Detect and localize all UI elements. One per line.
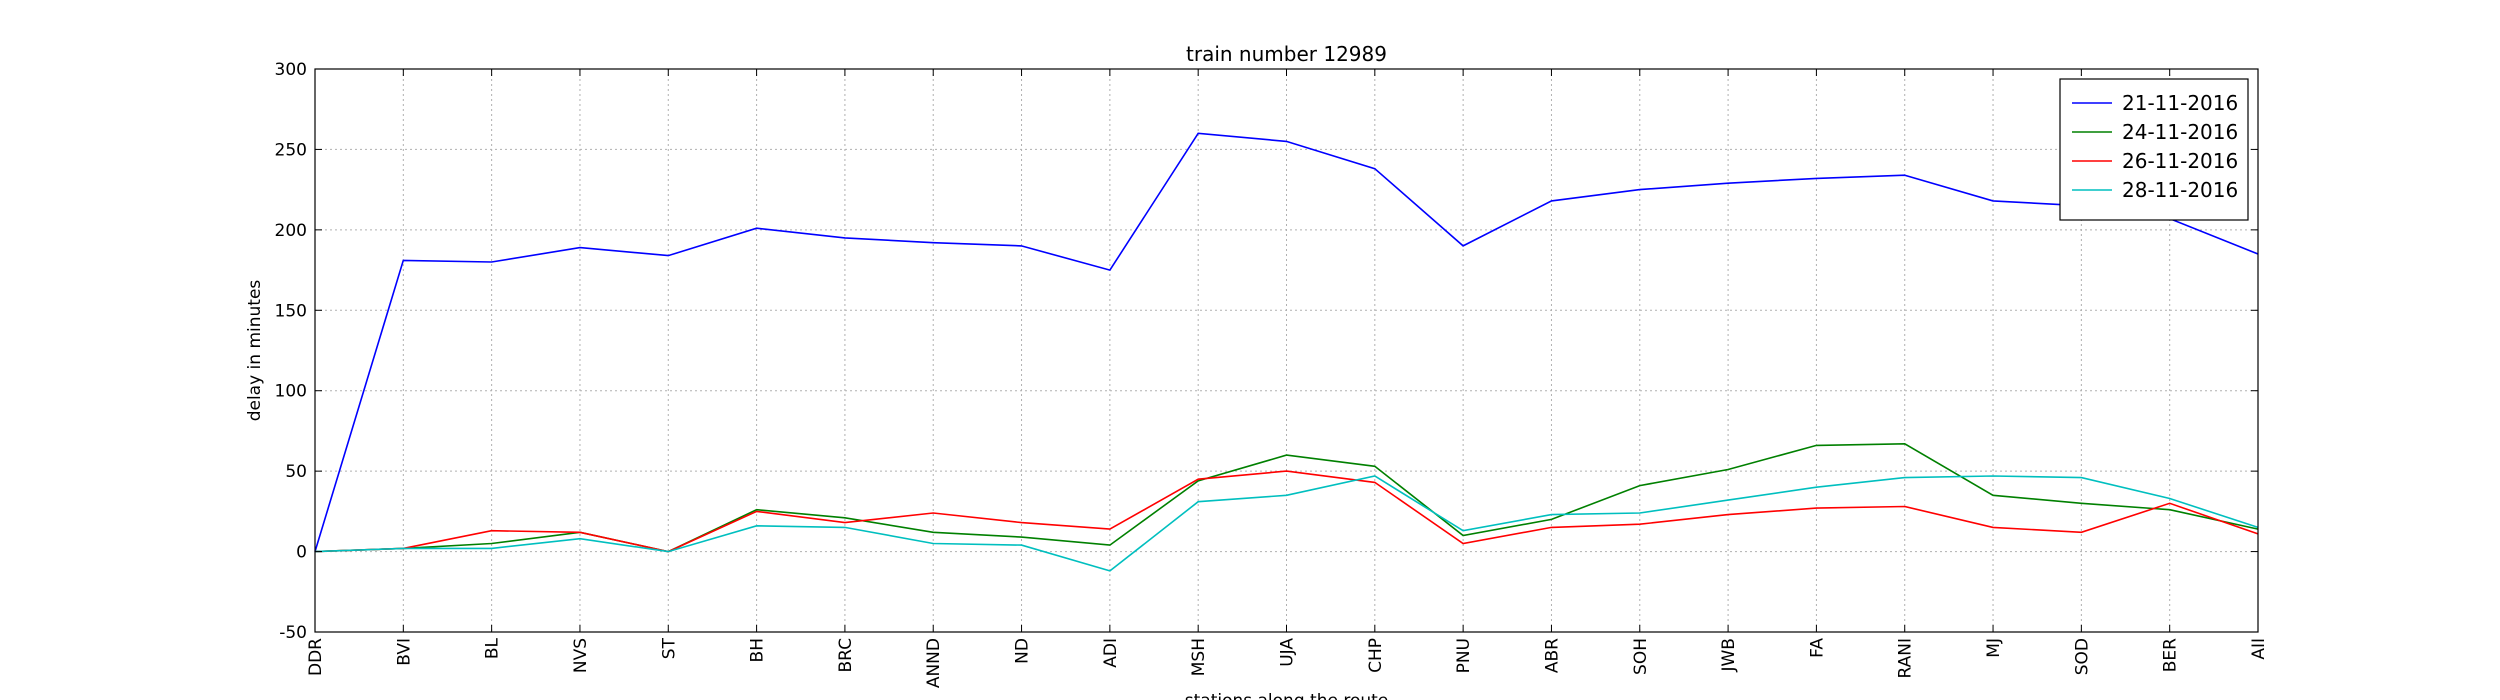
y-tick-label: 50 bbox=[285, 462, 307, 482]
x-tick-label: ND bbox=[1013, 638, 1033, 664]
x-tick-label: JWB bbox=[1719, 638, 1739, 673]
x-tick-label: SOH bbox=[1631, 638, 1651, 675]
y-axis-label: delay in minutes bbox=[245, 280, 265, 422]
x-tick-label: ADI bbox=[1101, 638, 1121, 668]
y-axis: -50 0 50 100 150 200 250 300 bbox=[275, 60, 2258, 643]
legend-label: 24-11-2016 bbox=[2122, 120, 2238, 144]
x-tick-label: FA bbox=[1807, 638, 1827, 658]
series-layer bbox=[314, 132, 2259, 572]
x-tick-label: BRC bbox=[836, 638, 856, 673]
y-tick-label: 100 bbox=[275, 382, 307, 402]
x-tick-label: BVI bbox=[394, 638, 414, 666]
grid-layer bbox=[314, 68, 2259, 633]
x-tick-label: BER bbox=[2161, 638, 2181, 672]
legend: 21-11-2016 24-11-2016 26-11-2016 28-11-2016 bbox=[2059, 78, 2249, 221]
x-tick-label: BH bbox=[748, 638, 768, 662]
x-tick-label: BL bbox=[483, 637, 503, 659]
series-line-28-11-2016 bbox=[314, 475, 2259, 572]
y-tick-label: 200 bbox=[275, 221, 307, 241]
x-tick-label: SOD bbox=[2072, 638, 2092, 675]
y-tick-label: 300 bbox=[275, 60, 307, 80]
legend-label: 28-11-2016 bbox=[2122, 178, 2238, 202]
x-tick-label: RANI bbox=[1896, 638, 1916, 678]
legend-label: 26-11-2016 bbox=[2122, 149, 2238, 173]
x-tick-label: AII bbox=[2249, 638, 2269, 660]
x-tick-label: DDR bbox=[306, 638, 326, 676]
x-axis-label: stations along the route bbox=[1185, 691, 1389, 700]
series-line-21-11-2016 bbox=[314, 132, 2259, 552]
series-line-26-11-2016 bbox=[314, 470, 2259, 553]
chart-title: train number 12989 bbox=[1186, 42, 1387, 66]
legend-label: 21-11-2016 bbox=[2122, 91, 2238, 115]
x-tick-label: PNU bbox=[1454, 638, 1474, 673]
x-tick-label: CHP bbox=[1366, 638, 1386, 673]
x-tick-label: ABR bbox=[1542, 638, 1562, 673]
y-tick-label: -50 bbox=[279, 623, 307, 643]
x-tick-label: MJ bbox=[1984, 638, 2004, 658]
x-tick-label: ANND bbox=[924, 638, 944, 688]
y-tick-label: 0 bbox=[296, 543, 307, 563]
x-tick-label: MSH bbox=[1189, 638, 1209, 676]
x-tick-label: ST bbox=[659, 637, 679, 659]
x-axis: DDR BVI BL NVS ST BH BRC ANND ND ADI MSH UJA CHP PNU A… bbox=[306, 69, 2269, 688]
x-tick-label: UJA bbox=[1278, 638, 1298, 667]
y-tick-label: 150 bbox=[275, 301, 307, 321]
x-tick-label: NVS bbox=[571, 638, 591, 673]
y-tick-label: 250 bbox=[275, 140, 307, 160]
